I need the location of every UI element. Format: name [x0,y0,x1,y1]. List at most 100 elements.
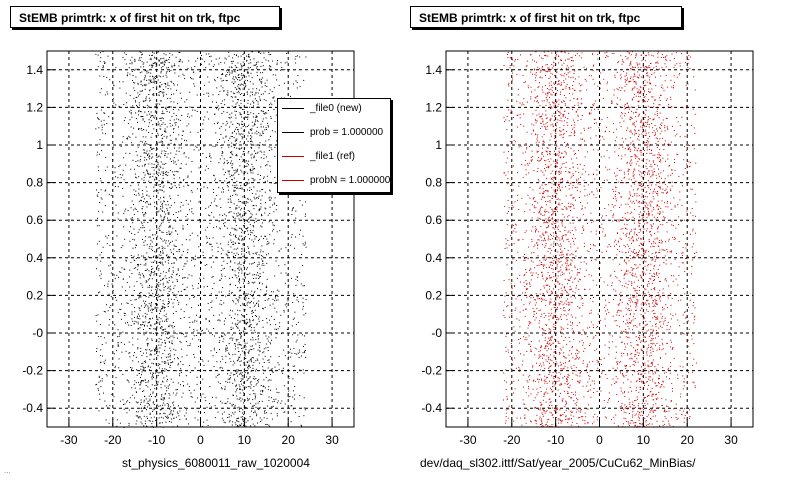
scatter-point [265,343,267,345]
scatter-point [231,67,233,68]
scatter-point [227,244,229,246]
scatter-point [247,66,249,68]
scatter-point [246,318,248,320]
scatter-point [159,371,161,373]
scatter-point [150,220,152,222]
scatter-point [159,257,161,259]
scatter-point [169,366,171,368]
scatter-point [260,175,261,176]
scatter-point [267,241,269,243]
scatter-point [196,383,198,385]
scatter-point [146,201,148,203]
scatter-point [632,240,634,241]
scatter-point [558,147,560,149]
scatter-point [603,70,605,71]
scatter-point [219,227,221,229]
scatter-point [168,221,170,223]
scatter-point [615,275,617,277]
scatter-point [255,370,257,372]
scatter-point [248,132,250,134]
scatter-point [148,163,150,165]
scatter-point [234,96,236,98]
scatter-point [106,91,108,93]
scatter-point [274,197,276,199]
scatter-point [176,171,178,172]
scatter-point [146,313,148,315]
scatter-point [262,271,264,273]
scatter-point [142,149,144,151]
scatter-point [572,331,574,333]
scatter-point [233,253,235,255]
scatter-point [217,381,219,383]
scatter-point [120,342,122,344]
scatter-point [167,416,169,418]
scatter-point [143,329,144,330]
scatter-point [176,392,178,394]
scatter-point [253,157,255,159]
scatter-point [569,304,571,306]
scatter-point [183,179,185,181]
scatter-point [125,164,127,166]
scatter-point [254,410,256,412]
scatter-point [198,246,200,248]
scatter-point [270,406,272,408]
scatter-point [240,423,242,425]
scatter-point [146,61,148,63]
scatter-point [152,309,153,311]
scatter-point [170,139,172,141]
scatter-point [160,290,162,292]
scatter-point [142,324,144,325]
scatter-point [219,303,221,305]
scatter-point [553,223,555,225]
scatter-point [99,139,101,141]
scatter-point [100,197,102,199]
scatter-point [243,420,245,422]
scatter-point [128,352,130,354]
scatter-point [235,106,237,107]
scatter-point [249,359,251,361]
scatter-point [160,416,162,418]
scatter-point [245,228,247,229]
scatter-point [242,215,244,217]
scatter-point [134,316,135,318]
scatter-point [207,168,209,170]
scatter-point [247,386,249,388]
scatter-point [248,398,250,400]
scatter-point [202,255,204,256]
scatter-point [204,264,206,266]
scatter-point [226,93,228,95]
scatter-point [155,161,157,163]
scatter-point [305,312,307,314]
scatter-point [258,316,260,318]
scatter-point [150,57,152,59]
scatter-point [247,80,248,82]
scatter-point [235,385,237,387]
scatter-point [269,66,271,68]
scatter-point [560,331,561,333]
scatter-point [254,393,256,395]
scatter-point [141,423,143,425]
scatter-point [229,374,231,376]
scatter-point [637,252,639,253]
scatter-point [225,381,227,383]
scatter-point [135,97,137,99]
scatter-point [262,369,264,371]
scatter-point [249,187,251,189]
scatter-point [242,239,244,241]
scatter-point [152,373,154,374]
scatter-point [532,366,534,368]
scatter-point [295,62,297,64]
scatter-point [235,303,237,305]
scatter-point [507,408,509,410]
scatter-point [153,401,155,403]
scatter-point [235,248,237,250]
scatter-point [134,100,136,102]
scatter-point [148,79,150,81]
scatter-point [199,277,201,279]
scatter-point [233,228,235,230]
scatter-point [143,390,145,392]
scatter-point [125,259,127,261]
scatter-point [240,133,242,135]
scatter-point [142,365,144,367]
scatter-point [149,54,151,56]
